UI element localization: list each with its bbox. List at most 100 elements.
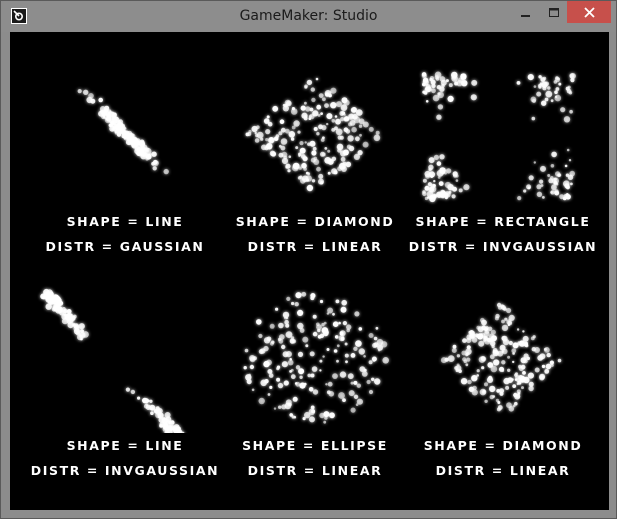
particle xyxy=(338,335,345,342)
distr-label: DISTR = LINEAR xyxy=(435,463,571,478)
particle xyxy=(151,151,157,157)
particle xyxy=(483,331,490,337)
particle xyxy=(528,385,534,392)
particle xyxy=(457,77,464,83)
particle xyxy=(427,182,432,187)
particle xyxy=(526,184,532,190)
particle xyxy=(301,162,307,169)
particle xyxy=(481,356,487,362)
particle xyxy=(536,191,543,197)
particle xyxy=(168,421,171,424)
particle xyxy=(539,375,545,381)
particle xyxy=(277,337,282,342)
particle xyxy=(267,369,273,374)
particle xyxy=(445,79,449,83)
minimize-button[interactable] xyxy=(513,1,539,23)
particle xyxy=(536,184,542,190)
particle xyxy=(326,348,330,351)
gamemaker-icon[interactable] xyxy=(11,8,27,24)
particle xyxy=(514,378,518,381)
particle xyxy=(445,168,452,174)
particle xyxy=(278,405,282,409)
particle xyxy=(342,111,346,115)
particle xyxy=(58,306,63,311)
particle xyxy=(128,138,136,146)
particle xyxy=(447,355,455,362)
particle xyxy=(304,141,307,144)
particle xyxy=(299,175,303,179)
distr-label: DISTR = INVGAUSSIAN xyxy=(408,239,598,254)
particle xyxy=(502,307,507,311)
particle xyxy=(100,109,104,114)
particle xyxy=(570,182,573,186)
particle xyxy=(517,341,522,346)
particle xyxy=(278,322,284,329)
particle xyxy=(336,101,342,108)
particle xyxy=(429,77,433,82)
particle xyxy=(59,310,65,316)
particle xyxy=(254,138,260,143)
particle xyxy=(300,105,306,111)
particle xyxy=(299,375,303,379)
particle xyxy=(344,353,349,358)
particle xyxy=(340,117,345,122)
particle xyxy=(373,336,378,341)
particle xyxy=(327,158,334,165)
particle xyxy=(422,79,429,86)
particle xyxy=(274,137,278,141)
particle xyxy=(479,388,487,396)
particle xyxy=(249,364,255,370)
particle xyxy=(546,352,551,358)
particle xyxy=(52,299,55,302)
game-canvas[interactable]: SHAPE = LINE DISTR = GAUSSIAN SHAPE = DI… xyxy=(10,32,609,510)
particle xyxy=(284,319,289,325)
maximize-button[interactable] xyxy=(541,1,567,23)
particle xyxy=(319,359,323,363)
particle xyxy=(433,154,439,160)
particle xyxy=(441,171,445,175)
close-icon xyxy=(583,3,595,22)
particle xyxy=(331,119,336,123)
particle xyxy=(547,86,551,90)
particle xyxy=(339,135,344,140)
particle xyxy=(350,353,356,358)
particle xyxy=(560,107,566,113)
particle xyxy=(527,372,534,379)
particle xyxy=(333,349,338,353)
particle xyxy=(150,407,154,410)
particle xyxy=(260,379,267,387)
particle xyxy=(288,131,296,138)
particle xyxy=(497,350,504,357)
particle xyxy=(319,333,325,338)
particle xyxy=(326,122,329,126)
particle xyxy=(496,389,501,393)
particle xyxy=(347,135,354,142)
particle xyxy=(295,365,301,370)
particle xyxy=(304,411,311,419)
particle xyxy=(137,396,141,400)
particle xyxy=(170,429,174,433)
particle xyxy=(81,329,84,333)
distr-label: DISTR = LINEAR xyxy=(247,239,383,254)
title-bar[interactable]: GameMaker: Studio xyxy=(1,1,616,32)
particle xyxy=(113,122,116,125)
particle xyxy=(330,87,337,94)
particle xyxy=(567,85,571,89)
particle xyxy=(308,117,312,120)
particle xyxy=(431,83,436,89)
particle xyxy=(439,76,446,82)
particle xyxy=(422,190,426,194)
particle xyxy=(67,316,74,323)
particle xyxy=(263,118,270,124)
particle-emitter-diamond-linear xyxy=(245,77,381,192)
particle xyxy=(507,355,511,359)
particle xyxy=(312,146,317,151)
particle xyxy=(569,73,575,79)
particle xyxy=(313,159,320,165)
particle xyxy=(301,112,308,119)
particle xyxy=(351,126,357,133)
particle xyxy=(265,138,269,142)
particle xyxy=(318,93,324,98)
close-button[interactable] xyxy=(567,1,611,23)
particle xyxy=(66,309,72,314)
